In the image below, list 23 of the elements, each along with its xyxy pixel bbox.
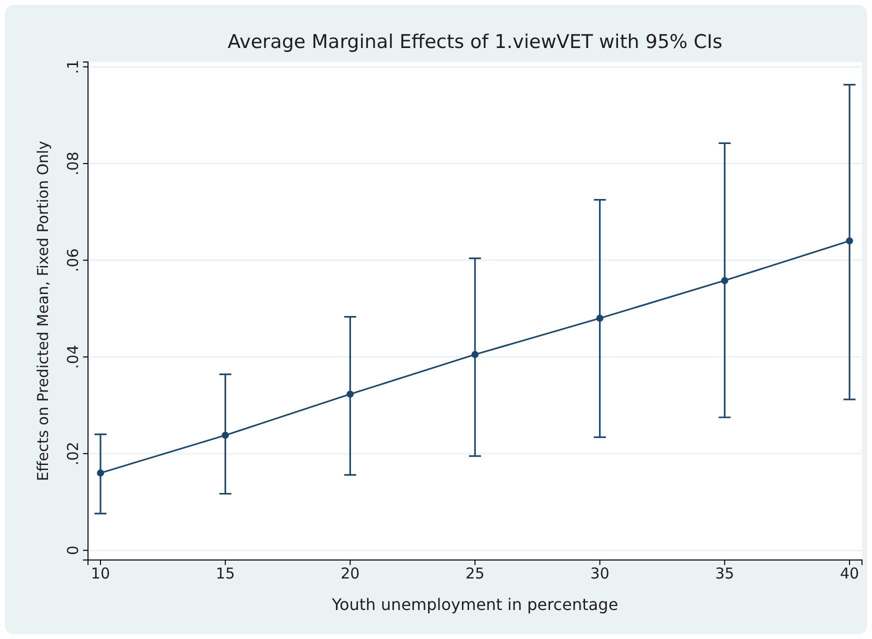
y-tick-label: .04 [64,345,82,369]
x-tick-label: 40 [840,564,860,583]
chart-title: Average Marginal Effects of 1.viewVET with 95% CIs [228,31,722,53]
point [596,314,604,322]
x-tick-label: 10 [90,564,110,583]
x-tick-label: 20 [340,564,360,583]
x-axis-title: Youth unemployment in percentage [330,595,618,614]
point [222,432,229,439]
x-tick-label: 25 [465,564,485,583]
y-tick-label: .06 [64,248,82,272]
y-tick-label: .02 [64,442,82,466]
x-tick-label: 15 [216,564,235,583]
y-axis-title: Effects on Predicted Mean, Fixed Portion Only [34,140,52,482]
y-tick-label: 0 [64,546,82,556]
point [96,469,104,477]
x-tick-label: 30 [590,564,610,583]
point [721,276,728,284]
point [846,237,854,244]
y-tick-label: .08 [64,152,82,176]
y-tick-label: .1 [64,60,82,74]
x-tick-label: 35 [715,564,734,583]
point [346,390,354,398]
point [471,350,479,358]
